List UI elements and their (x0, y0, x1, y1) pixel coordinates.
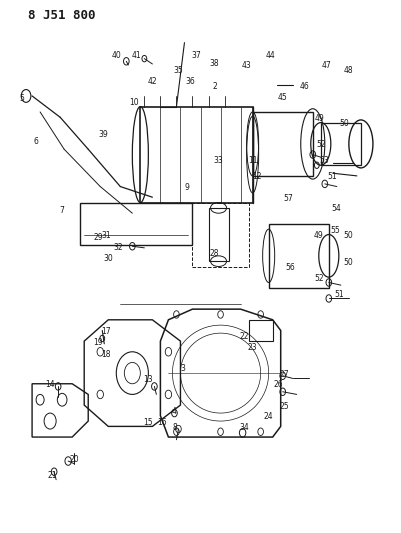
Text: 16: 16 (158, 418, 167, 426)
Text: 27: 27 (279, 370, 289, 378)
Text: 14: 14 (45, 381, 55, 389)
Text: 23: 23 (247, 343, 257, 352)
Text: 50: 50 (343, 258, 353, 266)
Text: 17: 17 (101, 327, 111, 336)
Text: 50: 50 (343, 231, 353, 240)
Text: 24: 24 (263, 413, 273, 421)
Text: 15: 15 (143, 418, 152, 426)
Text: 19: 19 (93, 338, 103, 346)
Text: 33: 33 (214, 157, 223, 165)
Text: 10: 10 (130, 98, 139, 107)
Text: 13: 13 (143, 375, 152, 384)
Bar (209, 208, 229, 261)
Bar (253, 112, 313, 176)
Text: 26: 26 (274, 381, 284, 389)
Text: 38: 38 (210, 60, 219, 68)
Text: 56: 56 (286, 263, 296, 272)
Bar (140, 107, 253, 203)
Text: 54: 54 (331, 205, 341, 213)
Text: 29: 29 (93, 233, 103, 241)
Text: 47: 47 (322, 61, 332, 69)
Text: 30: 30 (103, 254, 113, 263)
Text: 5: 5 (20, 94, 24, 103)
Text: 51: 51 (327, 173, 337, 181)
Text: 8 J51 800: 8 J51 800 (28, 9, 95, 22)
Text: 35: 35 (174, 66, 183, 75)
Text: 6: 6 (34, 137, 38, 146)
Text: 49: 49 (315, 114, 325, 123)
Text: 53: 53 (319, 157, 329, 165)
Text: 46: 46 (300, 82, 310, 91)
Text: 18: 18 (101, 350, 111, 359)
Text: 22: 22 (239, 333, 249, 341)
Text: 41: 41 (132, 52, 141, 60)
Text: 28: 28 (210, 249, 219, 257)
Text: 37: 37 (192, 52, 201, 60)
Text: 12: 12 (252, 173, 261, 181)
Text: 32: 32 (113, 244, 123, 252)
Bar (192, 203, 249, 266)
Text: 57: 57 (284, 194, 294, 203)
Text: 52: 52 (314, 274, 324, 282)
Text: 48: 48 (344, 66, 354, 75)
Text: 44: 44 (266, 52, 275, 60)
Bar (269, 224, 329, 288)
Text: 34: 34 (239, 423, 249, 432)
Bar (80, 203, 192, 245)
Text: 50: 50 (339, 119, 349, 128)
Text: 42: 42 (148, 77, 157, 85)
Text: 52: 52 (316, 141, 326, 149)
Text: 20: 20 (69, 455, 79, 464)
Text: 31: 31 (101, 231, 111, 240)
Text: 43: 43 (242, 61, 251, 69)
Text: 21: 21 (47, 471, 57, 480)
Text: 11: 11 (248, 157, 257, 165)
Bar (321, 123, 361, 165)
Text: 9: 9 (184, 183, 189, 192)
Text: 8: 8 (172, 423, 177, 432)
Text: 45: 45 (278, 93, 288, 101)
Text: 3: 3 (180, 365, 185, 373)
Text: 36: 36 (186, 77, 195, 85)
Text: 51: 51 (334, 290, 344, 298)
Text: 55: 55 (330, 226, 340, 235)
Text: 40: 40 (111, 52, 121, 60)
Text: 7: 7 (60, 206, 65, 215)
Text: 4: 4 (172, 407, 177, 416)
Text: 2: 2 (212, 82, 217, 91)
Text: 49: 49 (314, 231, 324, 240)
Text: 39: 39 (99, 130, 108, 139)
Text: 25: 25 (279, 402, 289, 410)
